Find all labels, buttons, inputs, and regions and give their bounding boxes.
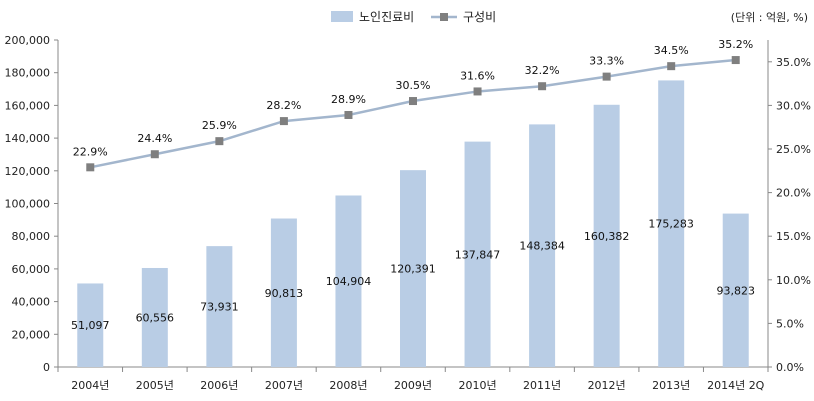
right-tick-label: 5.0% [776, 317, 804, 330]
right-tick-label: 10.0% [776, 274, 811, 287]
bar-value-label: 60,556 [136, 311, 175, 324]
legend-line-marker [440, 13, 448, 21]
bar-value-label: 137,847 [455, 248, 501, 261]
line-point-marker [150, 150, 159, 159]
bar [270, 218, 297, 367]
bar-value-label: 73,931 [200, 301, 239, 314]
bar [141, 267, 168, 367]
line-value-label: 28.9% [331, 93, 366, 106]
bar [400, 170, 426, 367]
bar-value-label: 51,097 [71, 319, 110, 332]
bar-value-label: 175,283 [648, 218, 694, 231]
left-tick-label: 80,000 [12, 230, 51, 243]
left-tick-label: 100,000 [5, 198, 51, 211]
line-point-marker [473, 87, 482, 96]
line-value-label: 22.9% [73, 145, 108, 158]
left-tick-label: 120,000 [5, 165, 51, 178]
bar [335, 195, 362, 367]
line-value-label: 33.3% [589, 55, 624, 68]
line-point-marker [86, 163, 95, 172]
x-tick-label: 2014년 2Q [707, 379, 765, 392]
bar [593, 104, 620, 368]
left-tick-label: 160,000 [5, 99, 51, 112]
legend-line-label: 구성비 [463, 10, 496, 24]
x-tick-label: 2012년 [588, 379, 626, 392]
x-tick-label: 2009년 [394, 379, 432, 392]
x-tick-label: 2005년 [136, 379, 174, 392]
bar-value-label: 93,823 [716, 284, 755, 297]
line-value-label: 32.2% [525, 64, 560, 77]
line-point-marker [215, 137, 224, 146]
bar-value-label: 148,384 [519, 240, 565, 253]
line-value-label: 35.2% [718, 38, 753, 51]
line-value-label: 31.6% [460, 69, 495, 82]
x-tick-label: 2011년 [523, 379, 561, 392]
x-tick-label: 2008년 [329, 379, 367, 392]
bar-value-label: 120,391 [390, 263, 436, 276]
left-tick-label: 20,000 [12, 328, 51, 341]
line-point-marker [667, 62, 676, 71]
left-tick-label: 200,000 [5, 34, 51, 47]
x-tick-label: 2007년 [265, 379, 303, 392]
line-value-label: 28.2% [266, 99, 301, 112]
bar-value-label: 160,382 [584, 230, 630, 243]
line-series-path [90, 58, 736, 169]
bar [77, 283, 104, 367]
right-tick-label: 30.0% [776, 99, 811, 112]
bar [464, 141, 491, 367]
line-point-marker [602, 72, 611, 81]
right-tick-label: 0.0% [776, 361, 804, 374]
bar-value-label: 90,813 [265, 287, 304, 300]
line-point-marker [279, 117, 288, 126]
line-point-marker [344, 110, 353, 119]
bar-value-label: 104,904 [326, 275, 372, 288]
bar [722, 213, 749, 367]
left-tick-label: 180,000 [5, 67, 51, 80]
line-point-marker [538, 82, 547, 91]
x-tick-label: 2006년 [200, 379, 238, 392]
line-value-label: 30.5% [396, 79, 431, 92]
legend-bar-swatch [331, 11, 353, 22]
line-value-label: 24.4% [137, 132, 172, 145]
unit-note: (단위 : 억원, %) [731, 11, 808, 24]
left-tick-label: 40,000 [12, 296, 51, 309]
bar [658, 80, 685, 367]
line-value-label: 25.9% [202, 119, 237, 132]
right-tick-label: 20.0% [776, 187, 811, 200]
line-value-label: 34.5% [654, 44, 689, 57]
x-tick-label: 2004년 [71, 379, 109, 392]
line-point-marker [409, 97, 417, 106]
legend-bar-label: 노인진료비 [359, 10, 414, 24]
left-tick-label: 0 [43, 361, 50, 374]
x-tick-label: 2010년 [458, 379, 496, 392]
right-tick-label: 15.0% [776, 230, 811, 243]
right-tick-label: 25.0% [776, 143, 811, 156]
bar [206, 246, 233, 367]
bar [529, 124, 556, 368]
line-point-marker [731, 56, 740, 65]
left-tick-label: 60,000 [12, 263, 51, 276]
x-tick-label: 2013년 [652, 379, 690, 392]
right-tick-label: 35.0% [776, 56, 811, 69]
left-tick-label: 140,000 [5, 132, 51, 145]
